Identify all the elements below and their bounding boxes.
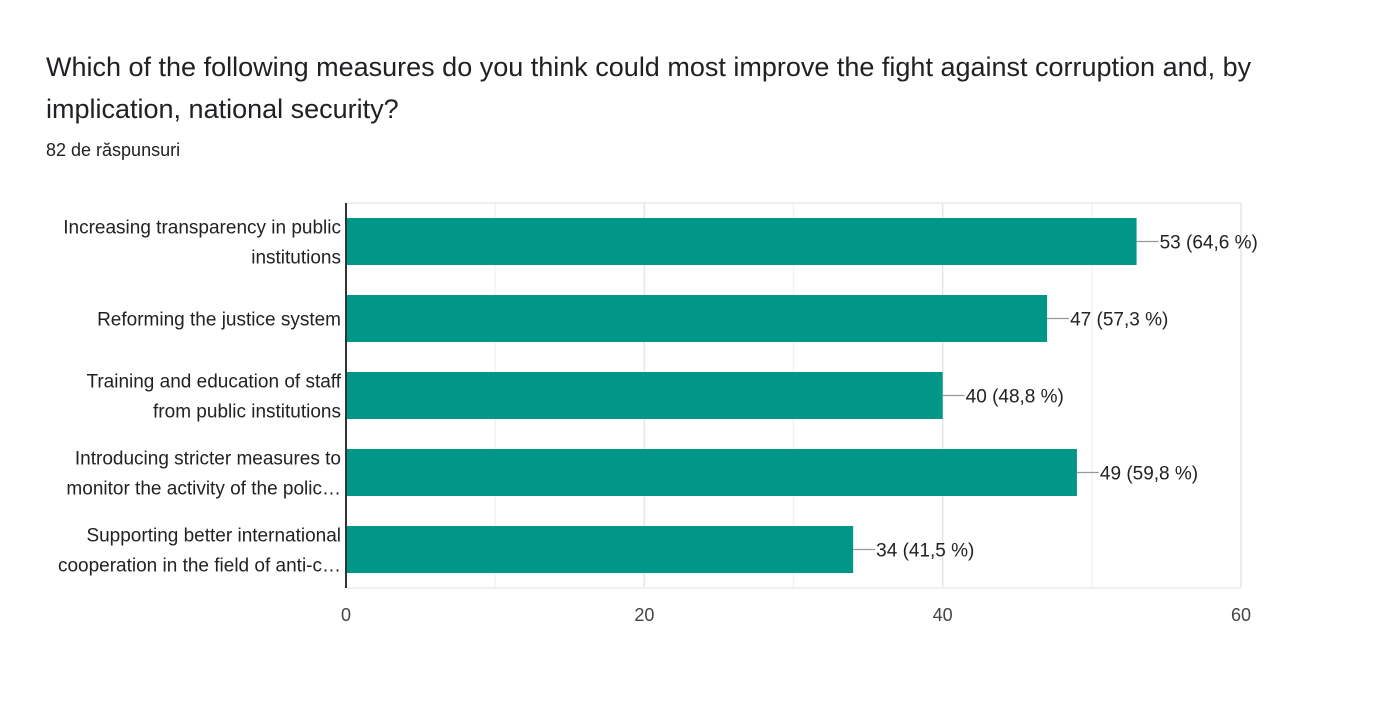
category-label: institutions — [251, 248, 341, 269]
category-label: cooperation in the field of anti-c… — [58, 556, 341, 577]
bar — [346, 449, 1077, 496]
data-label: 40 (48,8 %) — [966, 387, 1064, 408]
bar — [346, 526, 854, 573]
x-tick-label: 0 — [341, 605, 351, 625]
category-label: Increasing transparency in public — [63, 218, 341, 239]
bar — [346, 295, 1048, 342]
data-label: 34 (41,5 %) — [876, 541, 974, 562]
data-label: 49 (59,8 %) — [1100, 464, 1198, 485]
x-tick-label: 60 — [1231, 605, 1251, 625]
x-tick-label: 40 — [933, 605, 953, 625]
category-label: from public institutions — [153, 402, 341, 423]
category-label: monitor the activity of the polic… — [66, 479, 341, 500]
response-count: 82 de răspunsuri — [46, 140, 181, 160]
bar — [346, 372, 943, 419]
x-tick-label: 20 — [634, 605, 654, 625]
category-label: Supporting better international — [86, 526, 341, 547]
category-label: Training and education of staff — [86, 372, 341, 393]
chart-title: Which of the following measures do you t… — [46, 52, 1252, 124]
data-label: 53 (64,6 %) — [1160, 233, 1258, 254]
category-label: Introducing stricter measures to — [75, 449, 341, 470]
data-label: 47 (57,3 %) — [1070, 310, 1168, 331]
category-label: Reforming the justice system — [97, 310, 341, 331]
bar — [346, 218, 1137, 265]
